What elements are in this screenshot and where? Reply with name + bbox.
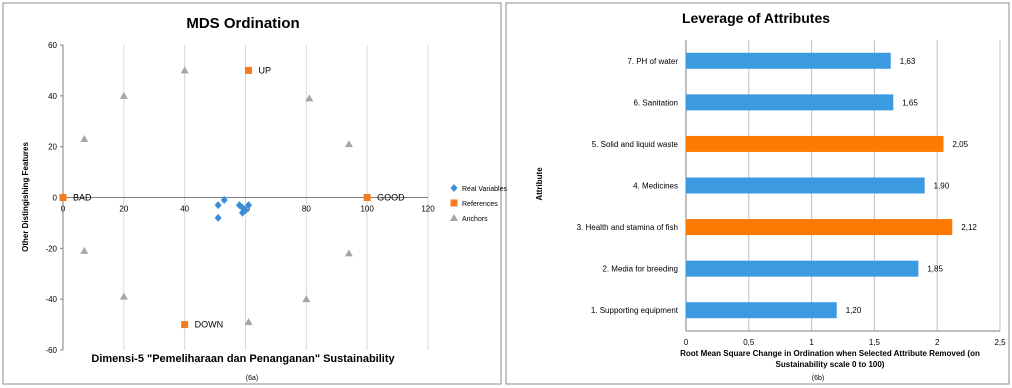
leverage-category-label: 1. Supporting equipment	[591, 306, 679, 315]
leverage-bar	[686, 219, 953, 236]
mds-x-tick-label: 80	[302, 205, 311, 214]
reference-point	[181, 321, 189, 329]
leverage-category-label: 7. PH of water	[627, 57, 678, 66]
mds-y-tick-label: 60	[48, 41, 57, 50]
mds-x-axis-label: Dimensi-5 "Pemeliharaan dan Penanganan" …	[91, 353, 395, 365]
mds-x-tick-label: 100	[360, 205, 374, 214]
legend-label: Real Variables	[462, 186, 508, 193]
leverage-value-label: 2,05	[952, 140, 968, 149]
mds-y-tick-label: 0	[53, 194, 58, 203]
mds-annotation-label: UP	[259, 65, 272, 75]
mds-chart-title: MDS Ordination	[186, 15, 299, 32]
leverage-x-tick-label: 2,5	[994, 338, 1006, 347]
anchor-point	[80, 135, 89, 143]
mds-y-tick-label: -20	[45, 244, 57, 253]
anchor-point	[302, 295, 311, 303]
leverage-bar	[686, 94, 894, 111]
leverage-plot-area: 0 0,5 1 1,5 2 2,5 1,63 7. PH of water 1,65 6. San…	[577, 40, 1006, 347]
reference-point	[363, 194, 371, 201]
leverage-x-axis-label-line2: Sustainability scale 0 to 100)	[776, 360, 885, 369]
anchor-point	[80, 246, 89, 254]
leverage-value-label: 1,20	[846, 306, 862, 315]
leverage-x-tick-label: 0,5	[743, 338, 755, 347]
mds-plot-area: 020406080100120-60-40-200204060BADGOODUP…	[45, 41, 435, 355]
mds-caption: (6a)	[246, 375, 258, 382]
anchor-point	[305, 94, 314, 102]
leverage-x-axis-label: Root Mean Square Change in Ordination wh…	[680, 349, 980, 358]
mds-annotation-label: GOOD	[377, 193, 405, 203]
leverage-bar	[686, 135, 944, 152]
legend-marker-triangle	[450, 214, 458, 221]
mds-y-tick-label: 20	[48, 143, 57, 152]
mds-annotation-label: DOWN	[195, 320, 224, 330]
leverage-bar	[686, 302, 837, 319]
legend-marker-square	[450, 199, 458, 207]
anchor-point	[344, 249, 353, 257]
mds-x-tick-label: 120	[421, 205, 435, 214]
leverage-category-label: 2. Media for breeding	[602, 265, 678, 274]
leverage-value-label: 1,63	[900, 57, 916, 66]
leverage-bar	[686, 177, 925, 194]
real-variable-point	[245, 201, 253, 210]
leverage-value-label: 2,12	[961, 223, 977, 232]
legend-label: Anchors	[462, 216, 488, 223]
leverage-value-label: 1,90	[934, 182, 950, 191]
reference-point	[59, 194, 67, 201]
leverage-category-label: 3. Health and stamina of fish	[577, 223, 678, 232]
leverage-category-label: 6. Sanitation	[634, 98, 678, 107]
anchor-point	[180, 66, 189, 74]
mds-panel-frame	[2, 2, 502, 385]
leverage-chart-title: Leverage of Attributes	[682, 10, 830, 26]
leverage-x-tick-label: 0	[684, 338, 689, 347]
real-variable-point	[214, 213, 222, 222]
leverage-bar	[686, 52, 891, 69]
leverage-category-label: 5. Solid and liquid waste	[592, 140, 679, 149]
real-variable-point	[214, 201, 222, 210]
mds-annotation-label: BAD	[73, 193, 92, 203]
leverage-caption: (6b)	[812, 375, 824, 382]
legend-label: References	[462, 201, 498, 208]
anchor-point	[119, 91, 128, 99]
real-variable-point	[220, 196, 228, 205]
leverage-category-label: 4. Medicines	[633, 182, 678, 191]
anchor-point	[119, 292, 128, 300]
mds-y-tick-label: -40	[45, 295, 57, 304]
leverage-x-tick-label: 1,5	[869, 338, 881, 347]
leverage-x-tick-label: 2	[935, 338, 940, 347]
mds-x-tick-label: 20	[119, 205, 128, 214]
mds-y-axis-label: Other Distingishing Features	[21, 142, 30, 252]
leverage-y-axis-label: Attribute	[535, 167, 544, 201]
mds-y-tick-label: 40	[48, 92, 57, 101]
leverage-bar	[686, 260, 919, 277]
legend-marker-diamond	[450, 184, 458, 192]
leverage-x-tick-label: 1	[809, 338, 814, 347]
mds-y-tick-label: -60	[45, 346, 57, 355]
leverage-value-label: 1,65	[902, 98, 918, 107]
anchor-point	[344, 140, 353, 148]
reference-point	[245, 66, 253, 74]
mds-legend: Real Variables References Anchors	[450, 184, 508, 223]
real-variable-point	[238, 208, 246, 217]
mds-x-tick-label: 40	[180, 205, 189, 214]
leverage-value-label: 1,85	[927, 265, 943, 274]
anchor-point	[244, 318, 253, 326]
